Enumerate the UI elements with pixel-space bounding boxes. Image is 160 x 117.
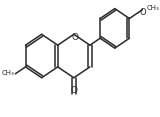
Text: CH₃: CH₃ — [147, 5, 160, 11]
Text: O: O — [71, 33, 78, 42]
Text: O: O — [70, 86, 77, 95]
Text: O: O — [140, 8, 146, 17]
Text: CH₃: CH₃ — [1, 70, 14, 76]
